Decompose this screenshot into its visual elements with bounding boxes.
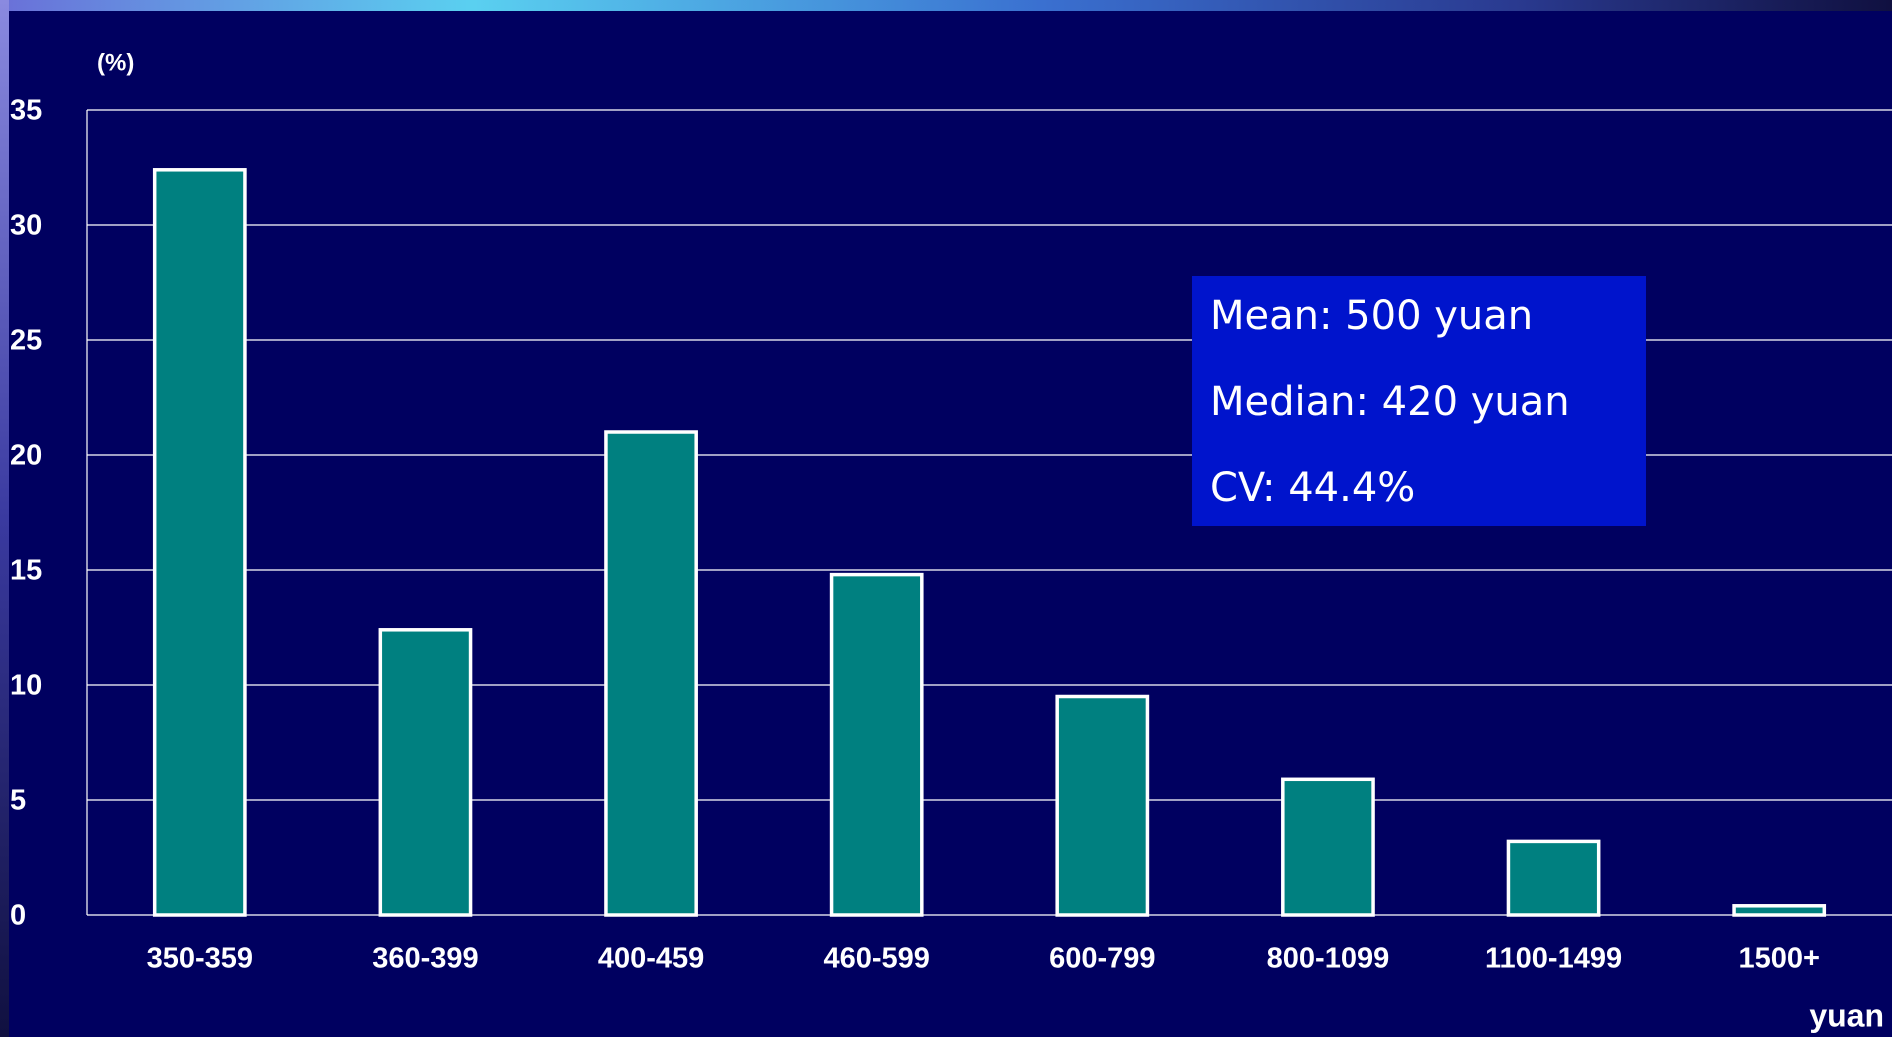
x-tick-label: 800-1099 [1267, 943, 1390, 975]
bar [1732, 904, 1827, 917]
y-tick-label: 25 [10, 325, 42, 357]
stats-box [1192, 276, 1646, 526]
top-band [0, 0, 1892, 11]
x-tick-label: 600-799 [1049, 943, 1155, 975]
plot: 0 5 10 15 20 25 30 35 350-359 360-399 400-459 460-5… [10, 95, 1892, 975]
x-tick-label: 1100-1499 [1485, 943, 1622, 975]
bar [1506, 839, 1601, 917]
y-tick-label: 0 [10, 900, 26, 932]
y-tick-label: 35 [10, 95, 42, 127]
x-tick-label: 360-399 [372, 943, 478, 975]
y-axis-label: (%) [97, 49, 134, 76]
bar [378, 628, 473, 917]
x-tick-label: 350-359 [147, 943, 253, 975]
stats: Mean: 500 yuan Median: 420 yuan CV: 44.4% [1210, 293, 1570, 511]
y-tick-label: 15 [10, 555, 42, 587]
x-axis-label: yuan [1809, 997, 1884, 1033]
stat-line: Mean: 500 yuan [1210, 293, 1533, 339]
x-tick-label: 400-459 [598, 943, 704, 975]
left-band [0, 0, 9, 1037]
x-tick-label: 1500+ [1738, 943, 1819, 975]
bar [1055, 694, 1150, 917]
y-tick-label: 20 [10, 440, 42, 472]
y-tick-label: 5 [10, 785, 26, 817]
bar [1281, 777, 1375, 917]
y-tick-label: 30 [10, 210, 42, 242]
bar [604, 430, 698, 917]
bar [152, 168, 247, 917]
y-tick-label: 10 [10, 670, 42, 702]
stat-line: Median: 420 yuan [1210, 379, 1570, 425]
bar [829, 572, 924, 917]
stat-line: CV: 44.4% [1210, 465, 1415, 511]
x-tick-label: 460-599 [823, 943, 929, 975]
